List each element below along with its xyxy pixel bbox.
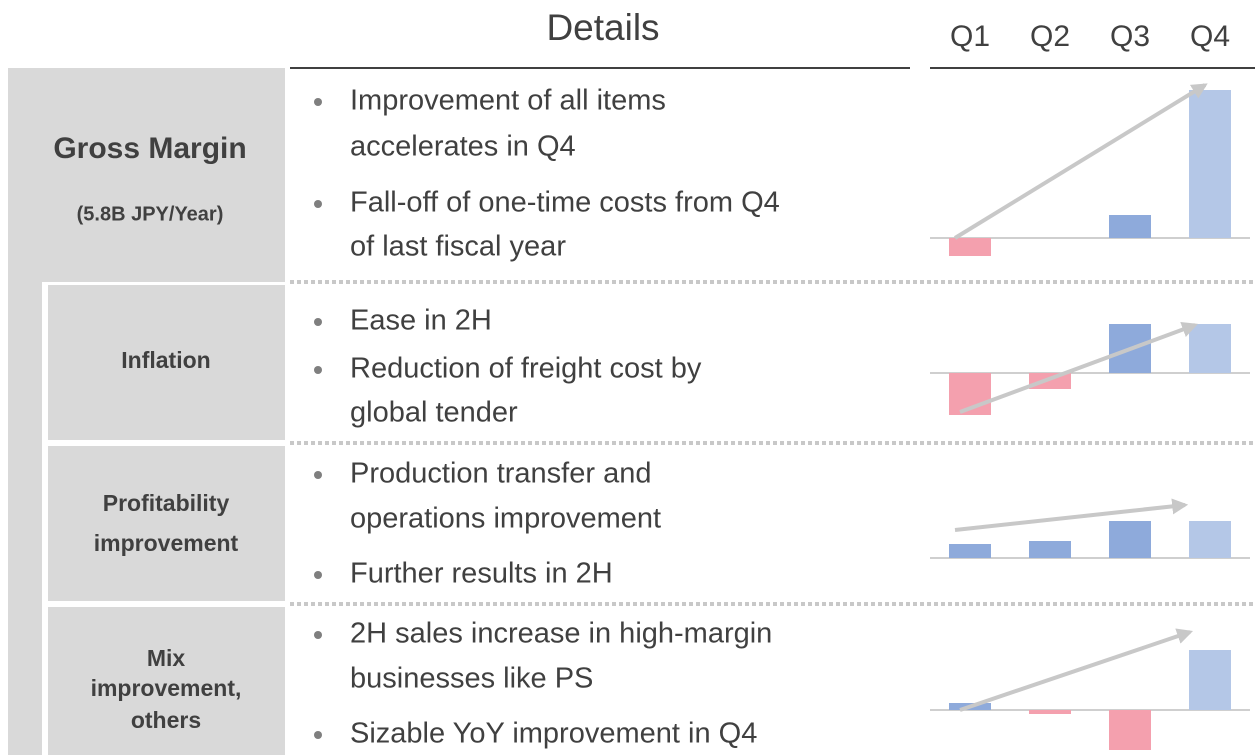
bullet-text: Ease in 2H	[350, 305, 492, 337]
row-box	[48, 285, 285, 440]
bullet-text: businesses like PS	[350, 663, 593, 695]
quarter-label: Q1	[950, 20, 990, 53]
bullet-text: accelerates in Q4	[350, 131, 576, 163]
bar	[1029, 541, 1071, 558]
bar	[1109, 215, 1151, 238]
bullet-text: global tender	[350, 397, 518, 429]
bar	[949, 238, 991, 256]
bullet-text: Further results in 2H	[350, 558, 613, 590]
bar	[949, 544, 991, 558]
quarter-label: Q4	[1190, 20, 1230, 53]
row-label: others	[131, 707, 201, 733]
trend-arrow	[959, 628, 1194, 712]
bullet	[314, 318, 322, 326]
bullet	[314, 366, 322, 374]
bullet	[314, 98, 322, 106]
row-label: Profitability	[103, 490, 230, 516]
row-label: Gross Margin	[53, 132, 246, 165]
bullet-text: of last fiscal year	[350, 231, 566, 263]
quarter-label: Q3	[1110, 20, 1150, 53]
bullet	[314, 631, 322, 639]
row-sublabel: (5.8B JPY/Year)	[77, 203, 224, 225]
trend-arrow	[953, 83, 1208, 240]
bullet	[314, 200, 322, 208]
bullet	[314, 571, 322, 579]
quarter-label: Q2	[1030, 20, 1070, 53]
bar	[1189, 521, 1231, 558]
row-label: Mix	[147, 645, 186, 671]
bar	[1029, 373, 1071, 389]
row-label: Inflation	[121, 347, 210, 373]
bullet-text: Sizable YoY improvement in Q4	[350, 718, 757, 750]
bullet-text: Reduction of freight cost by	[350, 353, 702, 385]
header-title: Details	[546, 7, 659, 48]
bar	[1189, 324, 1231, 373]
bar	[1109, 710, 1151, 750]
bullet-text: Fall-off of one-time costs from Q4	[350, 187, 780, 219]
bar	[1189, 90, 1231, 238]
bullet-text: 2H sales increase in high-margin	[350, 618, 772, 650]
bullet-text: operations improvement	[350, 503, 661, 535]
trend-arrow	[954, 498, 1189, 532]
trend-arrow	[959, 321, 1199, 414]
bullet	[314, 471, 322, 479]
bar	[1189, 650, 1231, 710]
bullet-text: Production transfer and	[350, 458, 651, 490]
row-box	[48, 607, 285, 755]
bullet	[314, 731, 322, 739]
row-label: improvement,	[91, 675, 242, 701]
row-box	[48, 446, 285, 601]
bullet-text: Improvement of all items	[350, 85, 666, 117]
bar	[1029, 710, 1071, 714]
bar	[1109, 521, 1151, 558]
row-label: improvement	[94, 530, 239, 556]
